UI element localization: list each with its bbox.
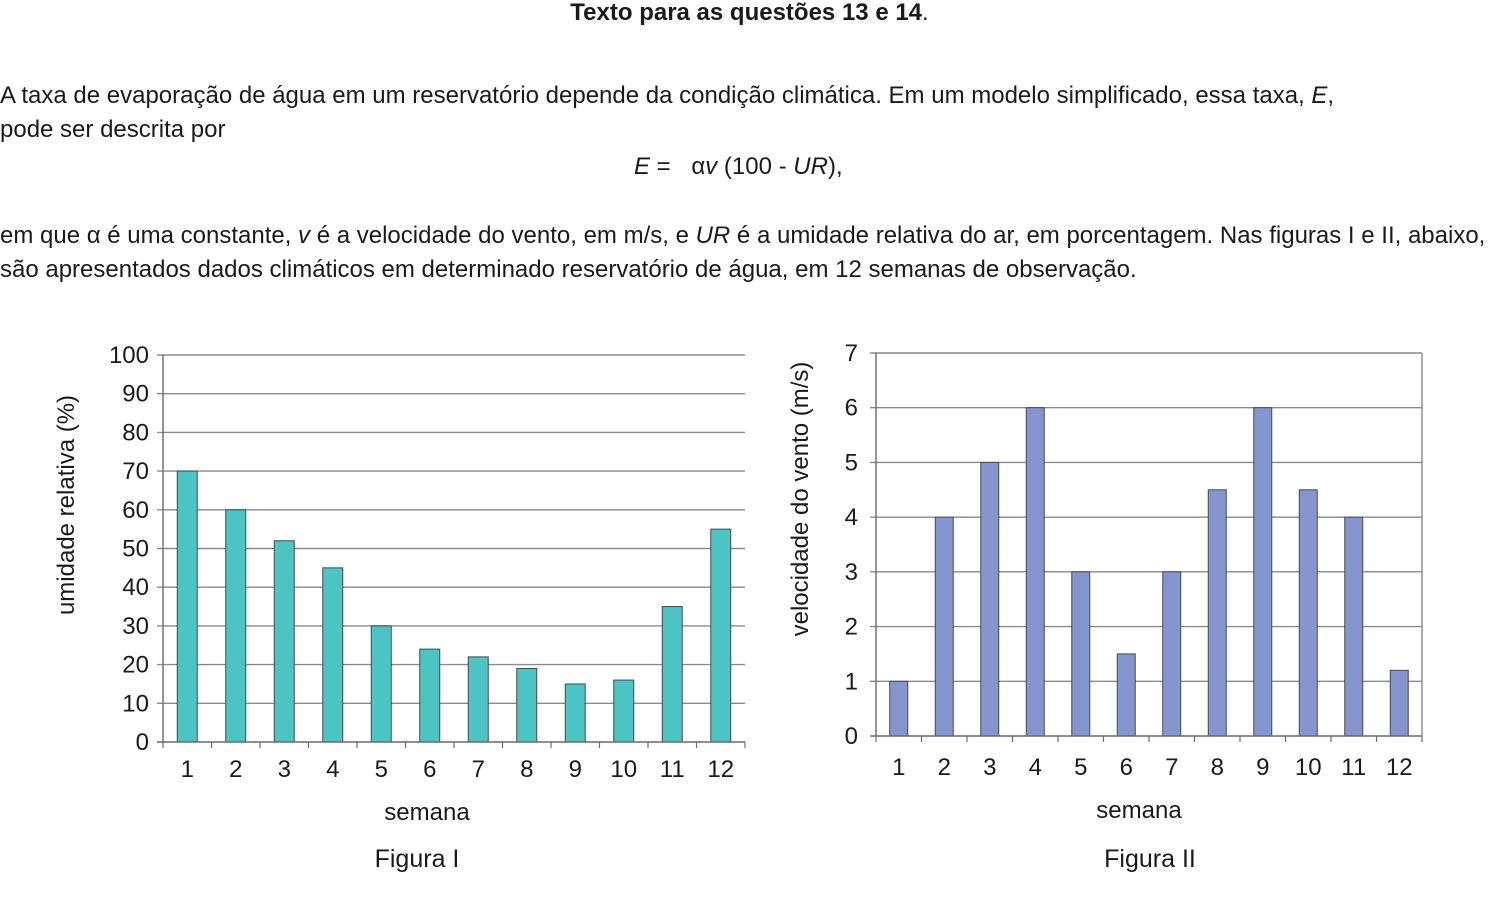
desc-t4: é a umidade relativa do ar, em porcentag…: [0, 222, 1486, 283]
fig2-bar: [1298, 489, 1318, 737]
desc-t3: é a velocidade do vento, em m/s, e: [310, 222, 696, 249]
formula-v: v: [705, 153, 718, 180]
intro-comma: ,: [1327, 82, 1335, 109]
formula-ur: UR: [793, 153, 828, 180]
fig2-xtick-label: 10: [1295, 754, 1322, 781]
fig1-bar: [710, 528, 732, 743]
fig1-xtick-label: 8: [520, 756, 533, 783]
fig1-xtick-label: 12: [707, 756, 734, 783]
fig1-ytick-label: 50: [122, 536, 149, 563]
fig2-xtick-label: 11: [1341, 754, 1366, 781]
fig2-xtick-label: 12: [1386, 754, 1413, 781]
fig2-xtick-label: 3: [983, 754, 996, 781]
fig1-ytick-label: 90: [122, 381, 149, 408]
fig1-bar: [176, 470, 198, 743]
fig2-xtick-label: 4: [1029, 754, 1042, 781]
fig1-x-axis-label: semana: [384, 799, 470, 826]
formula-e: E: [634, 153, 651, 180]
desc-alpha: α: [86, 222, 101, 249]
evaporation-formula: E = αv (100 - UR),: [634, 150, 843, 184]
fig2-ytick-label: 7: [845, 340, 858, 367]
fig1-xtick-label: 10: [610, 756, 637, 783]
fig2-ytick-label: 5: [845, 449, 858, 476]
fig1-xtick-label: 9: [569, 756, 582, 783]
fig1-bar: [564, 683, 586, 743]
fig2-bar: [1344, 516, 1364, 737]
fig2-xtick-label: 1: [892, 754, 905, 781]
formula-close: ),: [827, 153, 843, 180]
fig2-bar: [1253, 407, 1273, 737]
fig1-ytick-label: 30: [122, 613, 149, 640]
fig1-xtick-label: 5: [375, 756, 388, 783]
fig1-xtick-label: 3: [278, 756, 291, 783]
fig1-ytick-label: 20: [122, 652, 149, 679]
fig1-xtick-label: 11: [660, 756, 685, 783]
fig2-xtick-label: 8: [1211, 754, 1224, 781]
heading-period: .: [922, 0, 929, 26]
formula-open: (100 -: [717, 153, 794, 180]
fig1-xtick-label: 1: [181, 756, 194, 783]
fig2-ytick-label: 1: [845, 668, 858, 695]
description-paragraph: em que α é uma constante, v é a velocida…: [0, 219, 1499, 287]
fig1-bar: [661, 606, 683, 743]
fig2-bar: [1071, 571, 1091, 737]
fig1-ytick-label: 40: [122, 574, 149, 601]
fig2-ytick-label: 3: [845, 559, 858, 586]
formula-alpha: α: [691, 153, 706, 180]
fig2-y-axis-label: velocidade do vento (m/s): [787, 362, 814, 637]
fig1-ytick-label: 80: [122, 419, 149, 446]
fig1-ytick-label: 0: [136, 729, 149, 756]
fig2-bar: [1389, 669, 1409, 737]
fig1-ytick-label: 60: [122, 497, 149, 524]
fig2-x-axis-label: semana: [1096, 797, 1182, 824]
fig1-bar: [419, 648, 441, 743]
fig1-ytick-label: 100: [109, 342, 149, 369]
fig1-xtick-label: 6: [423, 756, 436, 783]
fig2-bar: [889, 680, 909, 737]
fig2-bar: [1162, 571, 1182, 737]
heading-text: Texto para as questões 13 e 14: [570, 0, 923, 26]
fig1-y-axis-label: umidade relativa (%): [53, 395, 80, 615]
fig2-bar: [1116, 653, 1136, 737]
page-heading: Texto para as questões 13 e 14.: [0, 0, 1499, 26]
fig2-xtick-label: 9: [1256, 754, 1269, 781]
fig2-xtick-label: 5: [1074, 754, 1087, 781]
fig2-xtick-label: 6: [1120, 754, 1133, 781]
fig2-ytick-label: 6: [845, 395, 858, 422]
fig2-bar: [1025, 407, 1045, 737]
fig1-xtick-label: 7: [472, 756, 485, 783]
fig2-ytick-label: 0: [845, 723, 858, 750]
fig1-bar: [273, 540, 295, 743]
fig2-caption: Figura II: [1104, 845, 1196, 873]
fig1-ytick-label: 10: [122, 690, 149, 717]
fig2-xtick-label: 7: [1165, 754, 1178, 781]
fig2-ytick-label: 4: [845, 504, 858, 531]
fig2-xtick-label: 2: [938, 754, 951, 781]
fig1-ytick-label: 70: [122, 458, 149, 485]
fig1-bar: [225, 509, 247, 743]
intro-line2: pode ser descrita por: [0, 116, 226, 143]
fig1-bar: [516, 667, 538, 743]
fig1-bar: [370, 625, 392, 743]
fig2-bar: [1207, 489, 1227, 737]
desc-t2: é uma constante,: [100, 222, 299, 249]
fig1-bar: [467, 656, 489, 743]
fig1-bar: [613, 679, 635, 743]
fig1-caption: Figura I: [375, 845, 460, 873]
fig2-bar: [934, 516, 954, 737]
desc-t1: em que: [0, 222, 87, 249]
fig1-xtick-label: 2: [229, 756, 242, 783]
fig1-bar: [322, 567, 344, 743]
intro-paragraph: A taxa de evaporação de água em um reser…: [0, 79, 1499, 147]
desc-ur: UR: [695, 222, 731, 249]
var-e: E: [1311, 82, 1328, 109]
intro-text: A taxa de evaporação de água em um reser…: [0, 82, 1312, 109]
fig2-bar: [980, 461, 1000, 737]
fig2-ytick-label: 2: [845, 614, 858, 641]
fig1-xtick-label: 4: [326, 756, 339, 783]
formula-eq: =: [650, 153, 678, 180]
desc-v: v: [298, 222, 311, 249]
